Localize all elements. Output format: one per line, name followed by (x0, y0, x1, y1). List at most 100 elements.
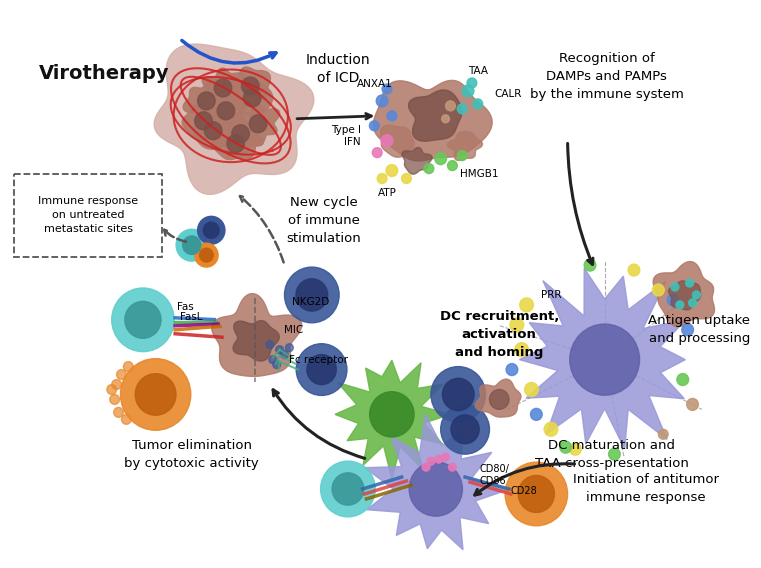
Circle shape (232, 125, 250, 143)
Circle shape (451, 415, 479, 444)
Polygon shape (228, 67, 270, 106)
Circle shape (441, 453, 450, 461)
Circle shape (285, 344, 293, 352)
Circle shape (544, 423, 558, 436)
Text: ANXA1: ANXA1 (358, 79, 393, 89)
Circle shape (560, 441, 572, 453)
Text: Fc receptor: Fc receptor (289, 354, 349, 365)
Circle shape (113, 407, 123, 417)
Circle shape (214, 79, 232, 97)
Circle shape (176, 229, 207, 261)
Circle shape (402, 174, 412, 183)
Circle shape (457, 151, 467, 161)
Text: HMGB1: HMGB1 (460, 169, 499, 178)
Text: FasL: FasL (180, 312, 202, 322)
Polygon shape (447, 132, 482, 160)
Polygon shape (668, 281, 701, 310)
Polygon shape (374, 81, 492, 161)
Text: PRR: PRR (541, 290, 561, 300)
Polygon shape (193, 112, 234, 149)
Polygon shape (365, 415, 510, 550)
Circle shape (320, 461, 375, 517)
Polygon shape (232, 79, 272, 116)
Circle shape (123, 362, 133, 371)
Circle shape (125, 302, 161, 339)
Polygon shape (218, 112, 263, 155)
Polygon shape (380, 125, 414, 157)
Circle shape (658, 429, 668, 439)
Circle shape (489, 390, 509, 410)
Circle shape (195, 112, 212, 130)
Circle shape (199, 248, 213, 262)
Circle shape (667, 294, 679, 306)
Circle shape (272, 361, 281, 369)
Text: Immune response
on untreated
metastatic sites: Immune response on untreated metastatic … (38, 197, 139, 235)
Circle shape (518, 475, 555, 512)
Circle shape (372, 148, 382, 158)
Polygon shape (653, 262, 715, 327)
Circle shape (442, 378, 474, 411)
Circle shape (671, 283, 679, 291)
Circle shape (520, 298, 533, 312)
Circle shape (445, 101, 455, 111)
Text: Recognition of
DAMPs and PAMPs
by the immune system: Recognition of DAMPs and PAMPs by the im… (530, 52, 683, 101)
Circle shape (116, 370, 126, 379)
Text: NKG2D: NKG2D (292, 297, 330, 307)
Circle shape (217, 102, 234, 120)
Text: Antigen uptake
and processing: Antigen uptake and processing (648, 314, 750, 345)
Circle shape (269, 356, 277, 364)
Circle shape (628, 264, 640, 276)
Circle shape (386, 165, 398, 177)
Circle shape (570, 324, 639, 395)
Text: Initiation of antitumor
immune response: Initiation of antitumor immune response (573, 474, 718, 504)
Circle shape (281, 350, 288, 358)
Polygon shape (154, 44, 314, 194)
Text: DC maturation and
TAA cross-presentation: DC maturation and TAA cross-presentation (534, 438, 689, 470)
Circle shape (227, 135, 244, 153)
Circle shape (376, 95, 388, 107)
Circle shape (285, 267, 339, 323)
Circle shape (686, 279, 693, 287)
Circle shape (462, 85, 474, 97)
Polygon shape (212, 294, 301, 377)
Circle shape (296, 279, 328, 311)
Circle shape (296, 344, 347, 395)
Polygon shape (520, 268, 686, 449)
Polygon shape (212, 126, 256, 160)
Text: Virotherapy: Virotherapy (39, 64, 169, 82)
Circle shape (369, 121, 379, 131)
Circle shape (183, 236, 201, 254)
Circle shape (307, 354, 336, 385)
Text: CALR: CALR (495, 89, 522, 99)
Circle shape (569, 443, 581, 455)
Circle shape (676, 301, 683, 309)
Circle shape (435, 455, 443, 463)
Polygon shape (409, 90, 462, 141)
Circle shape (441, 115, 450, 123)
Text: CD80/
CD86: CD80/ CD86 (479, 464, 510, 486)
Circle shape (244, 89, 261, 107)
Circle shape (409, 462, 463, 516)
Text: Induction
of ICD: Induction of ICD (306, 53, 371, 85)
Text: TAA: TAA (468, 66, 488, 76)
Circle shape (112, 288, 174, 352)
Circle shape (424, 164, 434, 174)
Circle shape (441, 404, 489, 454)
Text: MIC: MIC (285, 325, 304, 335)
Circle shape (689, 299, 696, 307)
Circle shape (473, 99, 482, 109)
Circle shape (510, 318, 524, 332)
Circle shape (467, 78, 477, 88)
Circle shape (250, 115, 267, 133)
Polygon shape (475, 379, 521, 417)
Polygon shape (183, 80, 224, 119)
Polygon shape (237, 104, 279, 145)
Circle shape (135, 374, 176, 415)
Circle shape (382, 84, 392, 94)
Polygon shape (402, 147, 432, 174)
Text: ATP: ATP (377, 189, 396, 198)
Polygon shape (204, 92, 246, 131)
Circle shape (241, 77, 259, 95)
Circle shape (387, 111, 396, 121)
Text: Type I
IFN: Type I IFN (330, 124, 361, 147)
